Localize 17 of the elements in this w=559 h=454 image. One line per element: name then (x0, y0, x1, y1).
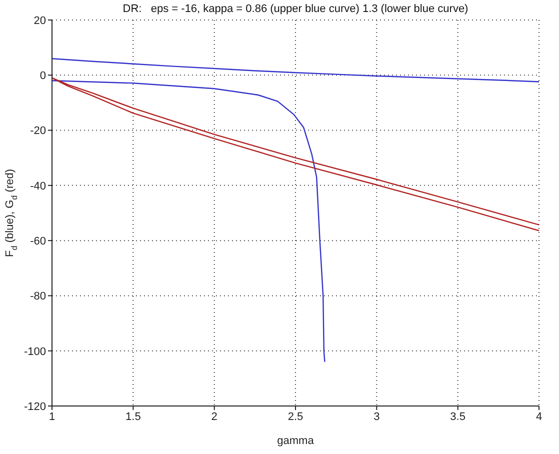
x-tick-label: 3 (374, 410, 380, 423)
x-axis-title: gamma (277, 435, 315, 447)
x-tick-label: 2.5 (288, 410, 304, 423)
y-tick-label: -20 (30, 125, 46, 138)
y-tick-label: -40 (30, 180, 46, 192)
chart-title: DR: eps = -16, kappa = 0.86 (upper blue curve) 1.3 (lower blue curve) (122, 3, 468, 15)
y-tick-label: -100 (24, 346, 46, 358)
y-tick-label: -120 (24, 400, 46, 413)
x-tick-label: 1 (48, 410, 56, 423)
x-tick-label: 3.5 (450, 410, 466, 423)
x-tick-label: 2 (211, 410, 218, 423)
x-tick-label: 1.5 (126, 410, 141, 423)
y-tick-label: -80 (30, 290, 46, 303)
y-tick-label: 20 (34, 14, 46, 27)
y-tick-label: -60 (30, 235, 46, 248)
x-tick-label: 4 (536, 410, 542, 423)
y-tick-label: 0 (40, 70, 46, 82)
